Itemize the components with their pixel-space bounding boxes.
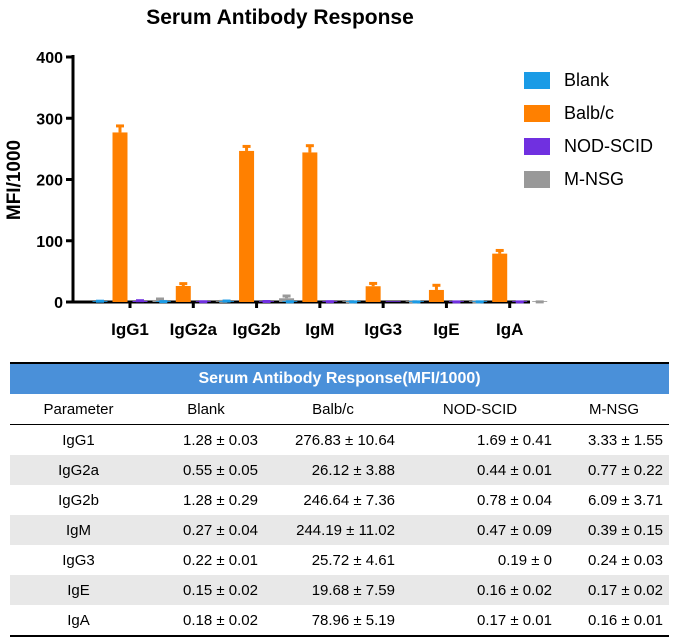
value-cell: 1.28 ± 0.03 xyxy=(183,431,258,449)
row-label-cell: IgM xyxy=(10,515,147,545)
legend-swatch xyxy=(524,72,550,89)
value-cell: 0.16 ± 0.02 xyxy=(401,575,558,605)
x-tick-label: IgA xyxy=(496,320,523,339)
y-tick-label: 400 xyxy=(36,50,63,67)
value-cell: 0.15 ± 0.02 xyxy=(147,575,264,605)
value-cell: 25.72 ± 4.61 xyxy=(311,551,395,569)
column-header: Parameter xyxy=(10,394,147,425)
y-tick-label: 0 xyxy=(54,295,63,312)
value-cell: 6.09 ± 3.71 xyxy=(588,491,663,509)
legend-swatch xyxy=(524,171,550,188)
column-header: Balb/c xyxy=(264,394,401,425)
table-row: IgA 0.18 ± 0.02 78.96 ± 5.19 0.17 ± 0.01 0.1… xyxy=(10,605,669,637)
x-tick-label: IgG2a xyxy=(170,320,218,339)
legend-label: M-NSG xyxy=(564,169,624,189)
y-tick-label: 200 xyxy=(36,173,63,190)
data-table: Serum Antibody Response(MFI/1000) Parame… xyxy=(10,362,669,637)
value-cell: 19.68 ± 7.59 xyxy=(264,575,401,605)
table-row: IgE 0.15 ± 0.02 19.68 ± 7.59 0.16 ± 0.02 0.1… xyxy=(10,575,669,605)
value-cell: 78.96 ± 5.19 xyxy=(264,605,401,637)
table-title: Serum Antibody Response(MFI/1000) xyxy=(10,362,669,394)
table-row: IgM 0.27 ± 0.04 244.19 ± 11.02 0.47 ± 0.09 0… xyxy=(10,515,669,545)
value-cell: 0.24 ± 0.03 xyxy=(588,551,663,569)
bar xyxy=(302,152,318,302)
data-table-container: Serum Antibody Response(MFI/1000) Parame… xyxy=(10,362,669,637)
bar xyxy=(112,132,128,302)
value-cell: 0.78 ± 0.04 xyxy=(477,491,552,509)
x-tick-label: IgE xyxy=(433,320,459,339)
legend: Blank Balb/c NOD-SCID M-NSG xyxy=(524,64,653,196)
value-cell: 276.83 ± 10.64 xyxy=(295,431,395,449)
x-tick-label: IgG1 xyxy=(111,320,149,339)
legend-swatch xyxy=(524,105,550,122)
row-label-cell: IgG2b xyxy=(58,491,99,509)
value-cell: 0.17 ± 0.02 xyxy=(558,575,669,605)
column-header: M-NSG xyxy=(558,394,669,425)
value-cell: 0.22 ± 0.01 xyxy=(183,551,258,569)
value-cell: 0.44 ± 0.01 xyxy=(401,455,558,485)
x-tick-label: IgG3 xyxy=(364,320,402,339)
row-label-cell: IgA xyxy=(10,605,147,637)
column-header: Blank xyxy=(147,394,264,425)
bar xyxy=(385,301,401,302)
legend-label: Blank xyxy=(564,70,610,90)
table-header-row: Parameter Blank Balb/c NOD-SCID M-NSG xyxy=(10,394,669,425)
row-label-cell: IgG3 xyxy=(62,551,95,569)
table-row: IgG3 0.22 ± 0.01 25.72 ± 4.61 0.19 ± 0 0.24 … xyxy=(10,545,669,575)
value-cell: 3.33 ± 1.55 xyxy=(588,431,663,449)
legend-item: NOD-SCID xyxy=(524,130,653,163)
value-cell: 0.47 ± 0.09 xyxy=(401,515,558,545)
legend-swatch xyxy=(524,138,550,155)
table-row: IgG2b 1.28 ± 0.29 246.64 ± 7.36 0.78 ± 0.04… xyxy=(10,485,669,515)
value-cell: 0.39 ± 0.15 xyxy=(558,515,669,545)
legend-label: NOD-SCID xyxy=(564,136,653,156)
bar xyxy=(279,298,295,302)
x-tick-label: IgM xyxy=(305,320,334,339)
value-cell: 244.19 ± 11.02 xyxy=(264,515,401,545)
table-row: IgG2a 0.55 ± 0.05 26.12 ± 3.88 0.44 ± 0.01 0… xyxy=(10,455,669,485)
value-cell: 0.17 ± 0.01 xyxy=(401,605,558,637)
value-cell: 0.16 ± 0.01 xyxy=(558,605,669,637)
y-tick-label: 100 xyxy=(36,234,63,251)
table-title-row: Serum Antibody Response(MFI/1000) xyxy=(10,362,669,394)
legend-item: M-NSG xyxy=(524,163,653,196)
bar xyxy=(239,150,255,302)
value-cell: 26.12 ± 3.88 xyxy=(264,455,401,485)
bar xyxy=(365,286,381,302)
bar xyxy=(428,289,444,302)
table-row: IgG1 1.28 ± 0.03 276.83 ± 10.64 1.69 ± 0.41… xyxy=(10,425,669,456)
bar-chart: 0 100 200 300 400 IgG1 IgG2a IgG2b IgM IgG3 IgE IgA xyxy=(36,50,548,339)
bar xyxy=(492,253,508,302)
row-label-cell: IgG1 xyxy=(62,431,95,449)
value-cell: 0.27 ± 0.04 xyxy=(147,515,264,545)
row-label-cell: IgE xyxy=(10,575,147,605)
y-tick-label: 300 xyxy=(36,111,63,128)
chart-title: Serum Antibody Response xyxy=(146,6,414,29)
legend-item: Blank xyxy=(524,64,653,97)
value-cell: 0.18 ± 0.02 xyxy=(147,605,264,637)
chart-area: Serum Antibody Response MFI/1000 0 100 200… xyxy=(4,6,653,339)
value-cell: 0.19 ± 0 xyxy=(497,551,552,569)
bar xyxy=(175,286,191,302)
value-cell: 1.69 ± 0.41 xyxy=(477,431,552,449)
value-cell: 0.55 ± 0.05 xyxy=(147,455,264,485)
legend-label: Balb/c xyxy=(564,103,615,123)
column-header: NOD-SCID xyxy=(401,394,558,425)
value-cell: 246.64 ± 7.36 xyxy=(303,491,395,509)
legend-item: Balb/c xyxy=(524,97,653,130)
row-label-cell: IgG2a xyxy=(10,455,147,485)
x-tick-label: IgG2b xyxy=(232,320,280,339)
value-cell: 0.77 ± 0.22 xyxy=(558,455,669,485)
value-cell: 1.28 ± 0.29 xyxy=(183,491,258,509)
